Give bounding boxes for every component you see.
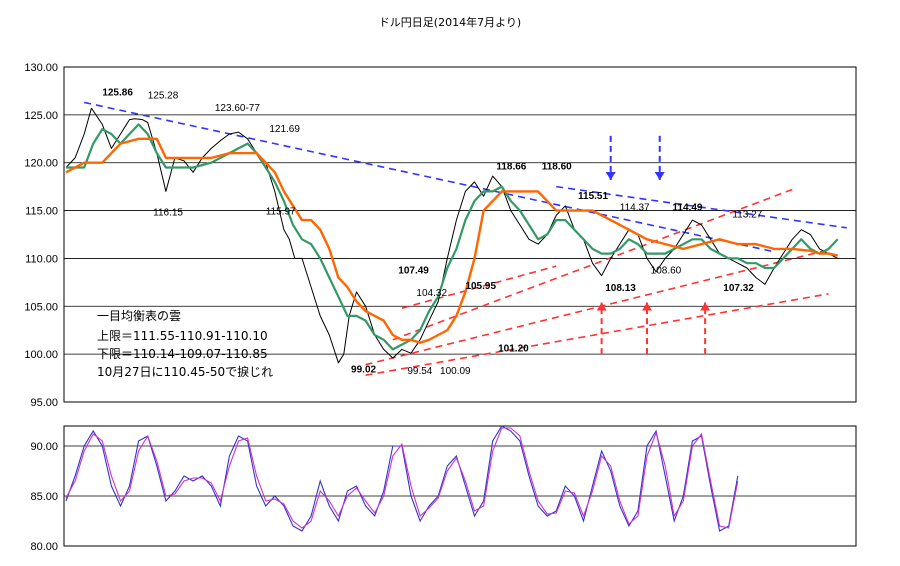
oscillator-line-1 [65,425,739,532]
cloud-note: 一目均衡表の雲 上限＝111.55-110.91-110.10 下限＝110.1… [97,309,273,379]
arrow-head [700,302,711,311]
price-annotation: 108.60 [651,266,682,277]
price-annotation: 115.97 [266,206,296,217]
chart-title: ドル円日足(2014年7月より) [378,16,522,29]
price-annotation: 121.69 [269,124,300,135]
y-tick-label: 130.00 [24,62,58,74]
y-tick-label: 100.00 [24,349,58,361]
trendline [365,249,829,366]
price-annotation: 113.27 [732,209,762,220]
main-panel: 130.00 125.00 120.00 115.00 110.00 105.00 100.… [24,62,857,409]
price-annotation: 99.02 [351,364,376,375]
y-tick-label: 80.00 [30,541,58,553]
price-annotation: 107.32 [723,283,754,294]
arrow-head [596,302,607,311]
arrow-head [654,171,665,180]
cloud-note-line: 一目均衡表の雲 [97,309,181,323]
oscillator-panel: 90.00 85.00 80.00 [30,425,857,553]
arrow-head [605,171,616,180]
y-tick-label: 95.00 [30,397,58,409]
price-annotation: 104.32 [416,288,447,299]
y-tick-label: 120.00 [24,158,58,170]
price-annotation: 125.28 [148,91,179,102]
price-annotation: 108.13 [605,283,636,294]
cloud-note-line: 上限＝111.55-110.91-110.10 [97,329,268,343]
price-annotation: 116.15 [153,207,183,218]
oscillator-line-2 [65,427,739,529]
y-tick-label: 105.00 [24,301,58,313]
price-annotation: 125.86 [102,88,133,99]
y-tick-label: 90.00 [30,441,58,453]
arrow-head [642,302,653,311]
price-annotation: 101.20 [498,343,529,354]
trendline [83,101,775,253]
price-annotation: 114.49 [672,203,702,214]
cloud-note-line: 10月27日に110.45-50で捩じれ [97,364,273,379]
y-tick-label: 85.00 [30,491,58,503]
cloud-note-line: 下限＝110.14-109.07-110.85 [97,347,268,361]
y-tick-label: 110.00 [25,253,58,265]
price-annotation: 123.60-77 [215,103,260,114]
baseline-line [65,137,838,344]
trendline [556,185,847,229]
trendline [401,265,557,309]
price-annotation: 114.37 [620,203,650,214]
price-annotation: 107.49 [398,266,429,277]
price-annotation: 118.66 [496,161,526,172]
y-tick-label: 115.00 [25,206,58,218]
y-tick-label: 125.00 [24,110,58,122]
price-annotation: 105.95 [465,281,496,292]
price-annotation: 115.51 [578,191,608,202]
price-annotation: 100.09 [440,366,471,377]
price-annotation: 118.60 [542,161,572,172]
trendline [365,293,829,376]
conversion-line [66,123,839,351]
price-annotation: 99.54 [407,366,432,377]
